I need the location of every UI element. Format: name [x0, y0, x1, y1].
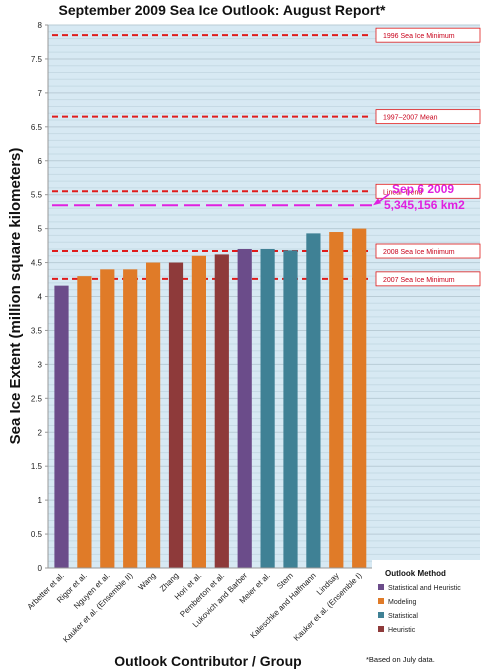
legend-swatch — [378, 626, 384, 632]
y-tick-label: 6 — [38, 157, 43, 166]
legend-label: Statistical and Heuristic — [388, 585, 461, 592]
reference-label-box — [375, 27, 481, 43]
bar — [77, 276, 92, 568]
x-tick-label: Wang — [137, 571, 158, 592]
legend-swatch — [378, 584, 384, 590]
reference-label: 1996 Sea Ice Minimum — [383, 33, 455, 40]
reference-label-box — [375, 109, 481, 125]
y-tick-label: 4 — [38, 293, 43, 302]
y-tick-label: 0.5 — [31, 530, 43, 539]
x-axis-label: Outlook Contributor / Group — [114, 653, 301, 669]
bar — [237, 248, 252, 569]
y-tick-label: 0 — [38, 564, 43, 573]
chart-title: September 2009 Sea Ice Outlook: August R… — [58, 2, 386, 18]
bar — [214, 254, 229, 569]
y-tick-label: 2.5 — [31, 394, 43, 403]
bars — [54, 228, 367, 569]
y-tick-label: 3 — [38, 360, 43, 369]
y-tick-label: 8 — [38, 21, 43, 30]
bar — [260, 248, 275, 569]
reference-lines: 1996 Sea Ice Minimum 1997–2007 Mean Linear… — [52, 27, 481, 287]
bar — [123, 269, 138, 568]
reference-label-box — [375, 183, 481, 199]
bar — [283, 250, 298, 568]
y-tick-label: 1.5 — [31, 462, 43, 471]
observed-arrowhead — [373, 198, 381, 206]
bar — [168, 262, 184, 568]
y-tick-label: 7.5 — [31, 55, 43, 64]
legend-label: Statistical — [388, 613, 418, 620]
bar — [191, 255, 206, 568]
legend-items: Statistical and Heuristic Modeling Statist… — [378, 584, 461, 634]
y-tick-label: 5.5 — [31, 191, 43, 200]
observed-label-date: Sep 6 2009 — [392, 182, 454, 196]
observed-label-value: 5,345,156 km2 — [384, 198, 465, 212]
bar — [306, 233, 321, 568]
bar — [54, 285, 69, 568]
bar — [100, 269, 115, 568]
legend-box — [372, 560, 480, 646]
legend: Outlook Method Statistical and Heuristic… — [372, 560, 480, 646]
y-tick-label: 7 — [38, 89, 43, 98]
bar — [352, 228, 367, 568]
observed-extent: Sep 6 2009 5,345,156 km2 — [52, 182, 465, 212]
y-tick-label: 2 — [38, 428, 43, 437]
y-axis-label: Sea Ice Extent (million square kilometer… — [7, 148, 24, 445]
bar — [329, 232, 344, 569]
y-axis: 0 0.5 1 1.5 2 2.5 3 3.5 4 4.5 5 5.5 6 6.5 7 7.5 8 — [31, 21, 48, 573]
y-tick-label: 5 — [38, 225, 43, 234]
legend-swatch — [378, 612, 384, 618]
reference-label: 2007 Sea Ice Minimum — [383, 277, 455, 284]
legend-label: Modeling — [388, 599, 417, 606]
y-tick-label: 4.5 — [31, 259, 43, 268]
reference-label-box — [375, 243, 481, 259]
y-tick-label: 1 — [38, 496, 43, 505]
x-axis: Arbetter et al.Rigor et al.Nguyen et al.… — [26, 571, 364, 645]
y-tick-label: 6.5 — [31, 123, 43, 132]
legend-title: Outlook Method — [385, 569, 446, 578]
x-tick-label: Stern — [275, 571, 295, 591]
reference-label-box — [375, 271, 481, 287]
reference-label: 1997–2007 Mean — [383, 115, 438, 122]
reference-label: 2008 Sea Ice Minimum — [383, 249, 455, 256]
legend-label: Heuristic — [388, 627, 416, 634]
x-tick-label: Arbetter et al. — [26, 571, 66, 611]
footnote: *Based on July data. — [366, 655, 435, 664]
bar — [146, 262, 161, 568]
legend-swatch — [378, 598, 384, 604]
y-tick-label: 3.5 — [31, 326, 43, 335]
reference-label: Linear Trend — [383, 189, 422, 196]
